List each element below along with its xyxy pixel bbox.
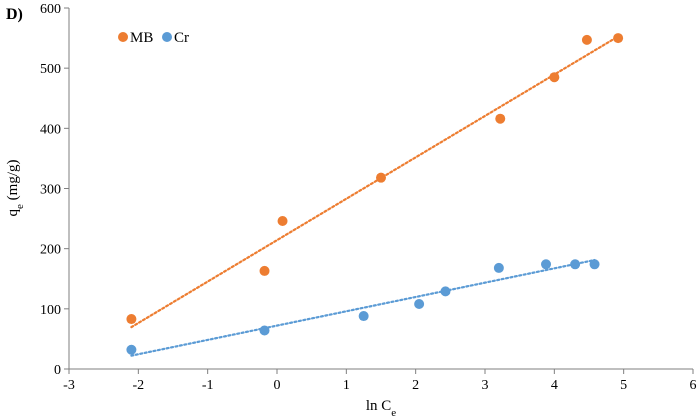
data-point-mb: [495, 113, 506, 124]
data-point-mb: [549, 72, 560, 83]
legend-marker-mb: [118, 32, 128, 42]
y-tick-label: 300: [40, 183, 61, 198]
legend: MB Cr: [118, 30, 189, 46]
legend-label-mb: MB: [130, 30, 153, 46]
x-tick-label: 0: [274, 378, 281, 393]
x-tick-label: 5: [620, 378, 627, 393]
x-tick-label: -3: [63, 378, 75, 393]
data-point-cr: [570, 259, 581, 270]
data-point-cr: [358, 311, 369, 322]
data-point-mb: [581, 34, 592, 45]
data-point-cr: [589, 259, 600, 270]
trendline-mb: [130, 35, 620, 329]
panel-label: D): [6, 6, 23, 23]
x-tick-label: 2: [412, 378, 419, 393]
data-point-cr: [414, 299, 425, 310]
y-tick-label: 200: [40, 243, 61, 258]
y-tick-label: 0: [54, 363, 61, 378]
data-point-cr: [126, 344, 137, 355]
trendline-cr: [130, 258, 596, 357]
data-point-cr: [440, 286, 451, 297]
data-point-cr: [259, 325, 270, 336]
x-tick-label: 1: [343, 378, 350, 393]
data-point-cr: [541, 259, 552, 270]
x-tick-label: 4: [551, 378, 558, 393]
data-point-mb: [259, 265, 270, 276]
x-tick-label: -1: [202, 378, 214, 393]
data-point-cr: [493, 262, 504, 273]
data-point-mb: [376, 172, 386, 183]
x-tick-label: 3: [482, 378, 489, 393]
x-tick-label: 6: [690, 378, 697, 393]
data-point-mb: [613, 33, 624, 44]
y-tick-label: 400: [40, 122, 61, 137]
data-point-mb: [277, 215, 288, 226]
legend-label-cr: Cr: [174, 30, 189, 46]
plot-area: 0 100 200 300 400 500 600 -3 -2 -1 0 1 2 3 4 5 6: [40, 2, 697, 393]
legend-marker-cr: [162, 32, 172, 42]
data-point-mb: [126, 314, 137, 325]
x-tick-label: -2: [132, 378, 144, 393]
x-axis-title: ln Ce: [366, 398, 396, 418]
y-axis-title: qe (mg/g): [5, 160, 26, 217]
y-tick-label: 600: [40, 2, 61, 17]
y-tick-label: 100: [40, 303, 61, 318]
y-tick-label: 500: [40, 62, 61, 77]
